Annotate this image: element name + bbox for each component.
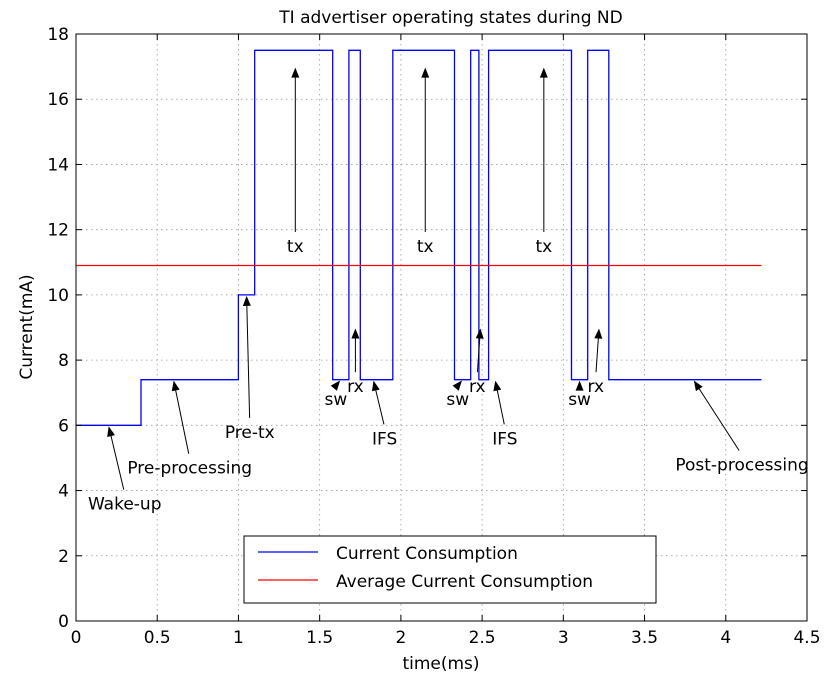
y-tick-label: 10 bbox=[47, 286, 69, 306]
legend-label-average: Average Current Consumption bbox=[336, 572, 593, 592]
annotation: sw bbox=[446, 380, 469, 410]
annotation: tx bbox=[287, 67, 304, 257]
annotation-arrowhead bbox=[107, 426, 115, 437]
legend-box bbox=[243, 535, 657, 604]
annotation-arrowhead bbox=[291, 67, 300, 78]
annotation: IFS bbox=[492, 380, 518, 449]
annotation: Pre-processing bbox=[127, 380, 252, 479]
annotation-label: tx bbox=[417, 237, 434, 257]
annotation-arrow-line bbox=[374, 387, 385, 425]
annotation-label: IFS bbox=[372, 429, 397, 449]
annotation-arrow-line bbox=[109, 433, 125, 490]
x-tick-label: 3 bbox=[558, 628, 569, 648]
annotation-label: sw bbox=[325, 390, 348, 410]
annotation-arrowhead bbox=[421, 67, 430, 78]
annotation: sw bbox=[568, 380, 591, 410]
plot-frame bbox=[75, 33, 808, 622]
annotation-label: IFS bbox=[492, 429, 517, 449]
annotation-label: Post-processing bbox=[675, 455, 808, 475]
x-tick-label: 1.5 bbox=[306, 628, 333, 648]
y-tick-label: 18 bbox=[47, 25, 69, 45]
annotation-label: sw bbox=[446, 390, 469, 410]
annotation-arrowhead bbox=[594, 328, 603, 339]
annotation-arrowhead bbox=[493, 380, 502, 392]
y-tick-label: 8 bbox=[58, 351, 69, 371]
annotation-arrow-line bbox=[476, 335, 481, 373]
chart-title: TI advertiser operating states during ND bbox=[278, 8, 622, 28]
annotation-arrowhead bbox=[475, 328, 484, 339]
annotation: rx bbox=[469, 328, 486, 397]
ticks: 0 0.5 1 1.5 2 2.5 3 3.5 4 4.5 0 2 4 6 8 10 12 14 16 18 bbox=[47, 25, 820, 648]
y-tick-label: 2 bbox=[58, 547, 69, 567]
annotation-arrowhead bbox=[693, 380, 703, 392]
annotation: Wake-up bbox=[88, 426, 162, 515]
y-tick-label: 16 bbox=[47, 90, 69, 110]
annotation-label: tx bbox=[287, 237, 304, 257]
series-layer bbox=[76, 49, 762, 426]
annotation-label: sw bbox=[568, 390, 591, 410]
y-tick-label: 14 bbox=[47, 155, 69, 175]
x-tick-label: 1 bbox=[233, 628, 244, 648]
annotation-label: rx bbox=[469, 377, 486, 397]
annotations: Wake-upPre-processingPre-txtxswrxIFStxsw… bbox=[88, 67, 809, 515]
annotation-arrowhead bbox=[242, 295, 251, 306]
y-axis-label: Current(mA) bbox=[17, 274, 37, 379]
annotation-arrowhead bbox=[452, 380, 462, 391]
y-tick-label: 12 bbox=[47, 221, 69, 241]
annotation-arrow-line bbox=[697, 386, 740, 451]
annotation-label: Wake-up bbox=[88, 495, 162, 515]
annotation-arrowhead bbox=[539, 67, 548, 78]
x-tick-label: 4 bbox=[720, 628, 731, 648]
annotation-arrow-line bbox=[174, 387, 190, 454]
x-tick-label: 3.5 bbox=[631, 628, 658, 648]
annotation: Post-processing bbox=[675, 380, 809, 475]
annotation: rx bbox=[588, 328, 605, 397]
annotation-label: rx bbox=[347, 377, 364, 397]
x-axis-label: time(ms) bbox=[402, 654, 479, 674]
annotation: tx bbox=[417, 67, 434, 257]
annotation-label: tx bbox=[535, 237, 552, 257]
annotation-label: Pre-processing bbox=[127, 459, 252, 479]
legend: Current Consumption Average Current Cons… bbox=[243, 535, 657, 604]
annotation: IFS bbox=[371, 380, 397, 449]
x-tick-label: 0.5 bbox=[144, 628, 171, 648]
x-tick-label: 4.5 bbox=[793, 628, 820, 648]
annotation-arrowhead bbox=[371, 380, 380, 392]
series-current-consumption bbox=[76, 49, 762, 426]
annotation-arrow-line bbox=[496, 387, 505, 425]
annotation: rx bbox=[347, 328, 364, 397]
annotation: Pre-tx bbox=[225, 295, 275, 443]
y-tick-label: 6 bbox=[58, 416, 69, 436]
y-tick-label: 0 bbox=[58, 612, 69, 632]
x-tick-label: 0 bbox=[71, 628, 82, 648]
x-tick-label: 2 bbox=[395, 628, 406, 648]
annotation-arrowhead bbox=[351, 328, 360, 339]
legend-label-current: Current Consumption bbox=[336, 544, 518, 564]
annotation: sw bbox=[325, 380, 348, 410]
annotation-arrowhead bbox=[171, 380, 180, 392]
annotation: tx bbox=[535, 67, 552, 257]
annotation-arrow-line bbox=[246, 302, 251, 418]
annotation-label: Pre-tx bbox=[225, 423, 275, 443]
y-tick-label: 4 bbox=[58, 482, 69, 502]
annotation-label: rx bbox=[588, 377, 605, 397]
annotation-arrowhead bbox=[575, 380, 584, 391]
annotation-arrow-line bbox=[595, 335, 600, 373]
annotation-arrowhead bbox=[330, 380, 341, 391]
x-tick-label: 2.5 bbox=[469, 628, 496, 648]
